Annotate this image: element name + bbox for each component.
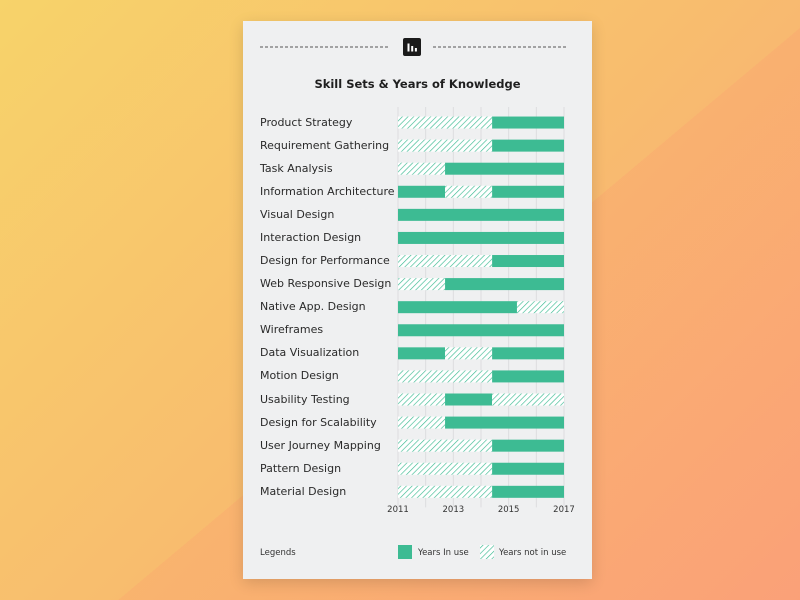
chart-card: Skill Sets & Years of Knowledge Product … [243, 21, 592, 579]
legend-label-in-use: Years In use [418, 548, 469, 558]
bar-segment-in-use [492, 347, 564, 360]
category-label: Requirement Gathering [260, 138, 390, 152]
category-label: Wireframes [260, 323, 324, 337]
legend-label-not-in-use: Years not in use [499, 548, 567, 558]
category-label: Usability Testing [260, 392, 350, 406]
category-label: Visual Design [260, 207, 335, 221]
bar-segment-in-use [492, 139, 564, 152]
bar-segment-in-use [492, 439, 564, 452]
bar-segment-in-use [445, 162, 564, 175]
category-label: Pattern Design [260, 461, 342, 475]
legend-title: Legends [260, 548, 296, 558]
bar-segment-in-use [445, 416, 564, 429]
bar-segment-in-use [398, 185, 446, 198]
category-label: Native App. Design [260, 300, 366, 314]
x-tick-label: 2015 [497, 505, 520, 515]
category-label: User Journey Mapping [260, 438, 381, 452]
x-tick-label: 2017 [553, 505, 575, 515]
bar-segment-not-in-use [398, 162, 446, 175]
bar-segment-not-in-use [398, 116, 493, 129]
bar-segment-in-use [492, 255, 564, 268]
bar-segment-not-in-use [398, 416, 446, 429]
chart-title: Skill Sets & Years of Knowledge [314, 77, 521, 91]
bar-segment-in-use [398, 324, 564, 337]
x-tick-label: 2011 [387, 505, 409, 515]
bar-segment-not-in-use [516, 301, 564, 314]
category-label: Information Architecture [260, 184, 395, 198]
bar-segment-in-use [445, 278, 564, 291]
bar-segment-in-use [492, 370, 564, 383]
legend-swatch-in-use [398, 545, 412, 559]
bars [398, 116, 564, 498]
category-label: Web Responsive Design [260, 277, 392, 291]
bar-segment-in-use [398, 231, 564, 244]
category-label: Material Design [260, 484, 347, 498]
bar-segment-not-in-use [398, 370, 493, 383]
x-tick-label: 2013 [442, 505, 465, 515]
category-label: Design for Performance [260, 254, 390, 268]
bar-segment-not-in-use [398, 393, 446, 406]
category-label: Design for Scalability [260, 415, 377, 429]
bar-segment-in-use [492, 462, 564, 475]
bar-segment-in-use [398, 301, 517, 314]
bar-chart-icon [403, 38, 421, 56]
bar-segment-not-in-use [398, 255, 493, 268]
bar-segment-not-in-use [398, 139, 493, 152]
bar-segment-in-use [492, 485, 564, 498]
bar-segment-not-in-use [398, 439, 493, 452]
bar-segment-in-use [492, 185, 564, 198]
bar-segment-not-in-use [398, 278, 446, 291]
chart-canvas [260, 38, 566, 559]
category-label: Task Analysis [260, 161, 333, 175]
bar-segment-not-in-use [445, 347, 493, 360]
bar-segment-in-use [445, 393, 493, 406]
bar-segment-in-use [398, 347, 446, 360]
category-label: Interaction Design [260, 230, 362, 244]
legend-swatch-not-in-use [480, 545, 494, 559]
bar-segment-not-in-use [445, 185, 493, 198]
bar-segment-not-in-use [398, 462, 493, 475]
category-label: Data Visualization [260, 346, 360, 360]
bar-segment-in-use [492, 116, 564, 129]
category-label: Motion Design [260, 369, 339, 383]
bar-segment-not-in-use [492, 393, 564, 406]
bar-segment-not-in-use [398, 485, 493, 498]
category-label: Product Strategy [260, 115, 353, 129]
bar-segment-in-use [398, 208, 564, 221]
